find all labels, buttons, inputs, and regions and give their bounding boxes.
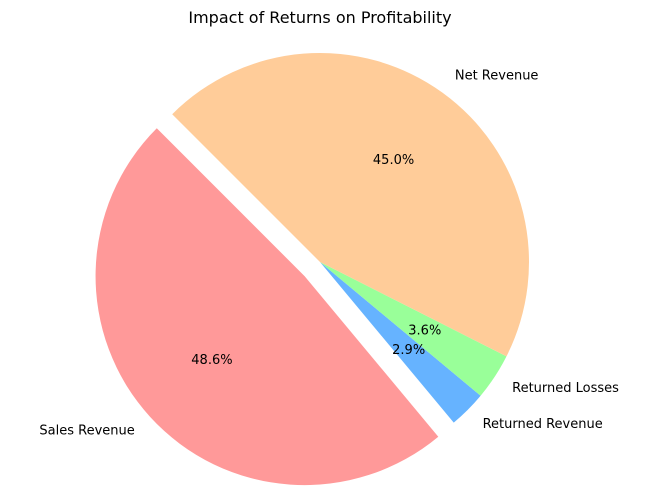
- slice-label-returned-losses: Returned Losses: [512, 381, 619, 396]
- pie-slice-sales-revenue: [95, 128, 439, 486]
- slice-percent-net-revenue: 45.0%: [373, 153, 414, 168]
- chart-title: Impact of Returns on Profitability: [188, 8, 451, 27]
- slice-label-sales-revenue: Sales Revenue: [39, 424, 134, 439]
- slice-label-returned-revenue: Returned Revenue: [483, 417, 603, 432]
- pie-slices: [95, 52, 530, 486]
- slice-percent-returned-revenue: 2.9%: [392, 343, 425, 358]
- pie-slice-net-revenue: [172, 52, 530, 357]
- pie-labels: 48.6% Sales Revenue 2.9% Returned Revenue 3.…: [39, 68, 619, 438]
- pie-slice-returned-losses: [320, 262, 507, 396]
- slice-label-net-revenue: Net Revenue: [455, 68, 539, 83]
- slice-percent-sales-revenue: 48.6%: [191, 353, 232, 368]
- pie-slice-returned-revenue: [320, 262, 481, 423]
- slice-percent-returned-losses: 3.6%: [408, 323, 441, 338]
